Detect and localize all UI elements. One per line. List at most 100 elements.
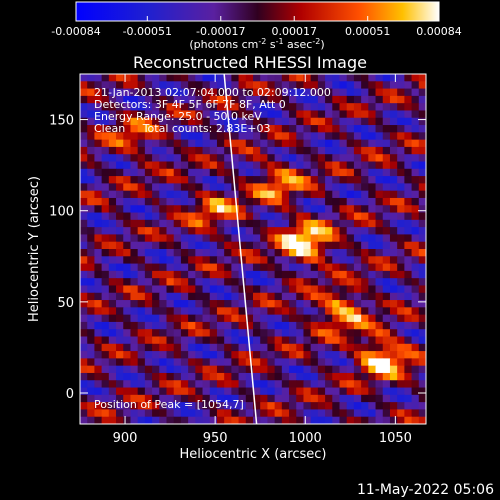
heatmap-cell <box>289 183 297 192</box>
heatmap-cell <box>310 139 319 148</box>
heatmap-cell <box>94 358 103 367</box>
heatmap-cell <box>231 409 240 418</box>
heatmap-cell <box>202 256 211 265</box>
heatmap-cell <box>108 219 117 228</box>
heatmap-cell <box>159 336 167 345</box>
heatmap-cell <box>180 161 189 170</box>
colorbar-tick-label: 0.00051 <box>345 25 391 38</box>
heatmap-cell <box>296 402 304 410</box>
colorbar-tick-label: 0.00017 <box>271 25 317 38</box>
heatmap-cell <box>173 95 182 104</box>
heatmap-cell <box>238 372 247 381</box>
heatmap-cell <box>144 249 153 257</box>
heatmap-cell <box>317 292 326 301</box>
heatmap-cell <box>411 88 420 97</box>
heatmap-cell <box>137 132 146 141</box>
heatmap-cell <box>353 139 362 148</box>
heatmap-cell <box>274 314 283 323</box>
heatmap-cell <box>353 292 362 301</box>
heatmap-cell <box>267 125 276 133</box>
heatmap-cell <box>94 307 103 316</box>
heatmap-cell <box>346 336 355 345</box>
heatmap-cell <box>108 103 117 111</box>
heatmap-cell <box>274 74 283 82</box>
heatmap-cell <box>231 263 240 272</box>
heatmap-cell <box>289 329 297 337</box>
heatmap-cell <box>289 81 297 90</box>
heatmap-cell <box>310 365 319 374</box>
heatmap-cell <box>310 329 319 337</box>
heatmap-cell <box>152 387 160 396</box>
heatmap-cell <box>224 314 232 323</box>
heatmap-cell <box>332 270 340 279</box>
heatmap-cell <box>216 358 225 367</box>
heatmap-cell <box>123 117 131 126</box>
heatmap-cell <box>94 168 103 177</box>
heatmap-cell <box>361 409 369 418</box>
heatmap-cell <box>245 372 254 381</box>
heatmap-cell <box>137 394 146 403</box>
heatmap-cell <box>209 263 218 272</box>
info-line-energy: Energy Range: 25.0 - 50.0 keV <box>94 110 262 123</box>
heatmap-cell <box>353 110 362 119</box>
heatmap-cell <box>216 197 225 206</box>
heatmap-cell <box>94 95 103 104</box>
heatmap-cell <box>224 154 232 162</box>
heatmap-cell <box>238 278 247 286</box>
heatmap-cell <box>317 380 326 389</box>
heatmap-cell <box>353 219 362 228</box>
heatmap-cell <box>231 372 240 381</box>
heatmap-cell <box>123 329 131 337</box>
heatmap-cell <box>101 285 110 294</box>
heatmap-cell <box>209 278 218 286</box>
heatmap-cell <box>274 249 283 257</box>
heatmap-cell <box>411 117 420 126</box>
heatmap-cell <box>152 416 160 424</box>
heatmap-cell <box>137 168 146 177</box>
heatmap-cell <box>274 372 283 381</box>
info-line-counts: Clean Total counts: 2.83E+03 <box>94 122 271 135</box>
heatmap-cell <box>188 292 196 301</box>
heatmap-cell <box>260 351 268 359</box>
heatmap-cell <box>166 139 175 148</box>
heatmap-cell <box>188 372 196 381</box>
heatmap-cell <box>404 387 413 396</box>
heatmap-cell <box>137 307 146 316</box>
heatmap-cell <box>202 292 211 301</box>
heatmap-cell <box>361 117 369 126</box>
heatmap-cell <box>281 234 290 243</box>
heatmap-cell <box>94 292 103 301</box>
heatmap-cell <box>404 139 413 148</box>
heatmap-cell <box>166 380 175 389</box>
heatmap-cell <box>245 117 254 126</box>
heatmap-cell <box>216 263 225 272</box>
heatmap-cell <box>418 300 426 308</box>
heatmap-cell <box>144 176 153 184</box>
heatmap-cell <box>382 329 391 337</box>
heatmap-cell <box>152 146 160 155</box>
heatmap-cell <box>353 372 362 381</box>
heatmap-cell <box>253 117 261 126</box>
heatmap-cell <box>231 343 240 352</box>
heatmap-cell <box>267 351 276 359</box>
heatmap-cell <box>317 205 326 214</box>
heatmap-cell <box>375 197 384 206</box>
heatmap-cell <box>87 292 95 301</box>
heatmap-cell <box>116 197 124 206</box>
heatmap-cell <box>289 212 297 221</box>
heatmap-cell <box>173 146 182 155</box>
heatmap-cell <box>418 88 426 97</box>
heatmap-cell <box>267 74 276 82</box>
heatmap-cell <box>411 307 420 316</box>
heatmap-cell <box>303 81 312 90</box>
heatmap-cell <box>404 88 413 97</box>
heatmap-cell <box>173 183 182 192</box>
heatmap-cell <box>411 139 420 148</box>
heatmap-cell <box>144 88 153 97</box>
heatmap-cell <box>130 74 139 82</box>
heatmap-cell <box>152 314 160 323</box>
heatmap-cell <box>353 205 362 214</box>
heatmap-cell <box>332 402 340 410</box>
heatmap-cell <box>317 74 326 82</box>
heatmap-cell <box>166 183 175 192</box>
